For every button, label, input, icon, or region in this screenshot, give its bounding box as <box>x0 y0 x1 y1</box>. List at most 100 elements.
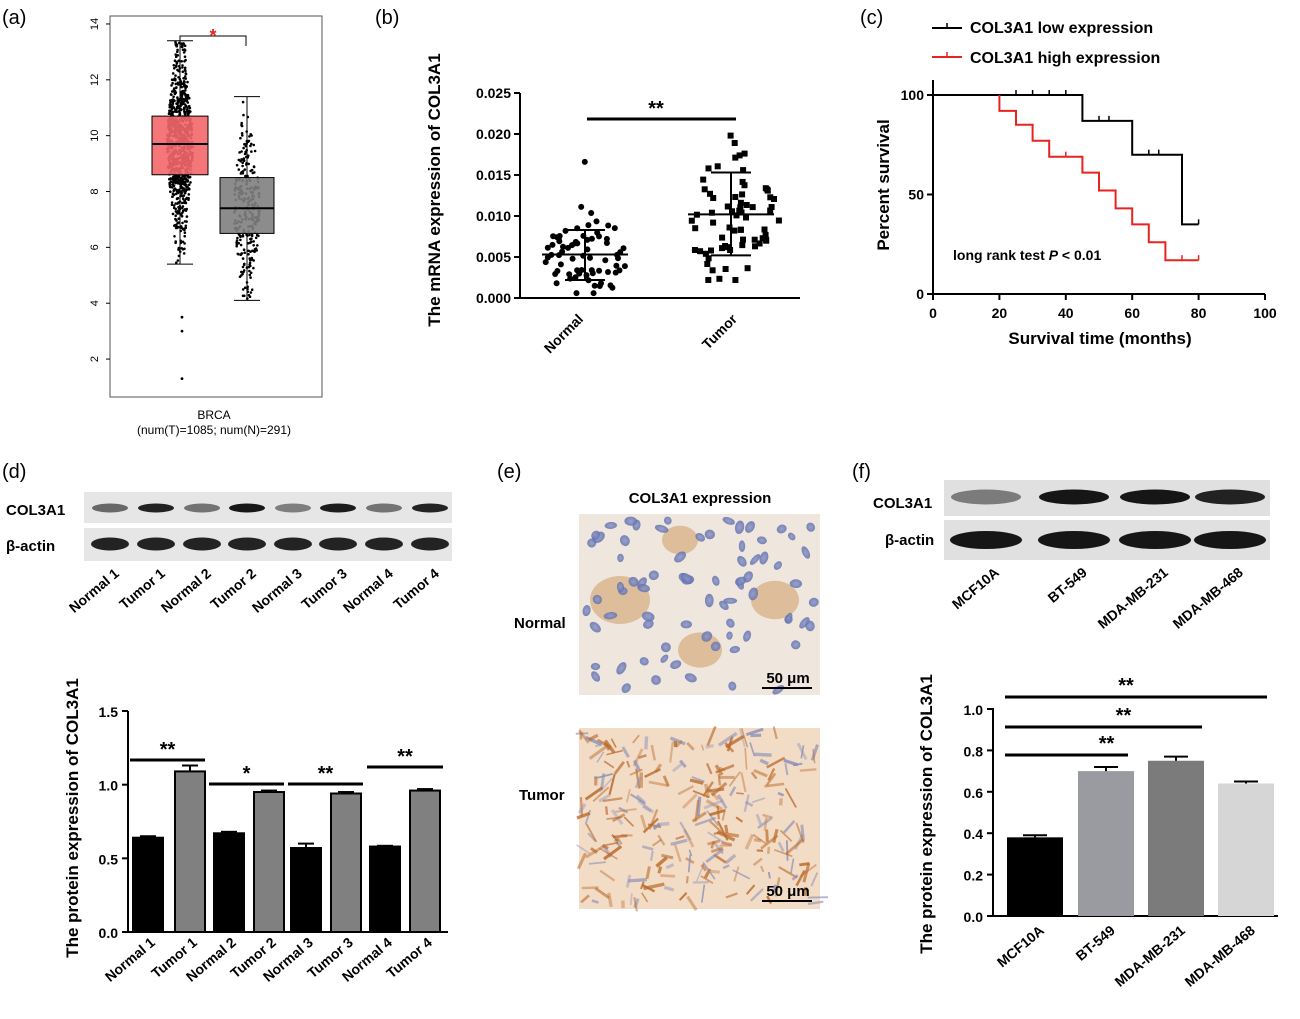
panel-e-normal-nucleus <box>628 576 639 587</box>
panel-a-point <box>180 82 184 85</box>
panel-a-point <box>242 248 246 251</box>
panel-a-point <box>242 113 245 117</box>
panel-d-band-col3a1 <box>229 503 265 513</box>
panel-b-point-tumor <box>697 248 704 255</box>
panel-d-sig-star: ** <box>397 746 413 768</box>
panel-b-point-tumor <box>741 182 748 189</box>
panel-e-normal-nucleus <box>680 572 693 585</box>
panel-e-tumor-fiber <box>577 802 587 815</box>
panel-e-tumor-fiber <box>611 834 620 843</box>
panel-e-tumor-fiber <box>765 829 769 843</box>
panel-a-point <box>249 240 253 244</box>
panel-a-point <box>175 102 179 106</box>
panel-a-point <box>184 224 188 228</box>
panel-f-ytick-label: 0.0 <box>964 909 984 925</box>
panel-a-point <box>170 201 174 204</box>
panel-c-xtick-label: 20 <box>992 305 1008 321</box>
panel-b-point-tumor <box>752 243 758 250</box>
panel-a-point <box>241 100 245 104</box>
panel-a-point <box>235 163 239 167</box>
panel-a-point <box>171 177 174 181</box>
panel-a-outlier <box>180 315 184 319</box>
panel-d-lane-label: Tumor 4 <box>390 565 442 612</box>
panel-b-y-ticks: 0.000 0.005 0.010 0.015 0.020 0.025 <box>476 85 520 306</box>
panel-a-point <box>249 291 253 294</box>
panel-a-point <box>240 121 243 125</box>
panel-b-point-tumor <box>740 236 746 243</box>
panel-a-point <box>248 273 252 277</box>
panel-e-tumor-fiber <box>679 759 687 769</box>
panel-d-bars <box>132 764 441 934</box>
panel-e-normal-stain <box>590 576 650 624</box>
panel-e-normal-nucleus <box>621 683 631 693</box>
panel-e-tumor-fiber <box>576 852 587 870</box>
panel-a-point <box>183 242 186 245</box>
panel-a-point <box>244 144 248 148</box>
panel-a-point <box>250 150 253 153</box>
panel-a-point <box>168 103 171 107</box>
panel-a-point <box>176 210 180 213</box>
panel-a-point <box>183 103 187 106</box>
panel-e-tumor-fiber <box>705 848 724 864</box>
panel-e-tumor-fiber <box>608 774 616 795</box>
panel-b-point-tumor <box>775 217 782 224</box>
panel-e-tumor-fiber <box>709 820 725 836</box>
panel-f-sig-star: ** <box>1118 675 1134 697</box>
panel-e-tumor-fiber <box>749 888 764 902</box>
panel-d-ytick-label: 1.0 <box>99 778 119 794</box>
panel-e-normal-nucleus <box>684 673 697 683</box>
panel-e-tumor-fiber <box>633 759 641 772</box>
panel-e-tumor-fiber <box>799 768 817 772</box>
panel-e-tumor-fiber <box>687 854 692 873</box>
panel-a-point <box>186 106 189 110</box>
panel-e-tumor-fiber <box>627 877 647 883</box>
panel-b-point-tumor <box>707 190 713 197</box>
panel-b-ytick-label: 0.025 <box>476 85 511 101</box>
panel-f-ylabel: The protein expression of COL3A1 <box>917 674 936 954</box>
panel-a-point <box>180 178 183 182</box>
panel-e-normal-nucleus <box>670 660 682 669</box>
panel-a-point <box>177 217 180 220</box>
panel-a-point <box>242 159 246 162</box>
panel-b-point-tumor <box>705 255 712 262</box>
panel-a-point <box>241 161 244 164</box>
panel-e-tumor-fiber <box>791 874 799 881</box>
panel-f-sig-star: ** <box>1099 733 1115 755</box>
panel-b-point-tumor <box>732 277 739 283</box>
panel-e-tumor-fiber <box>606 749 623 756</box>
panel-b-point-normal <box>611 225 618 232</box>
panel-e-tumor-fiber <box>604 806 609 815</box>
panel-d-band-col3a1 <box>366 503 402 513</box>
panel-c-xtick-label: 80 <box>1191 305 1207 321</box>
panel-e-tumor-fiber <box>713 853 727 864</box>
panel-f-xtick-label: BT-549 <box>1072 922 1118 964</box>
panel-f-bar <box>1078 771 1134 916</box>
panel-b-point-tumor <box>739 191 746 198</box>
panel-a-point <box>183 199 186 203</box>
panel-e-tumor-fiber <box>621 900 625 909</box>
panel-e-tumor-fiber <box>626 760 631 768</box>
panel-e-tumor-fiber <box>635 794 646 804</box>
panel-e-tumor-fiber <box>777 791 785 797</box>
panel-e-tumor-fiber <box>759 758 769 766</box>
panel-e-tumor-fiber <box>594 773 614 780</box>
panel-f-xtick-label: MDA-MB-468 <box>1182 922 1259 990</box>
panel-e-tumor-fiber <box>674 739 683 748</box>
panel-a-point <box>182 85 186 88</box>
panel-e-tumor-fiber <box>704 783 710 799</box>
panel-e-tumor-fiber <box>774 849 793 858</box>
panel-e-tumor-fiber <box>662 775 670 787</box>
panel-e-tumor-fiber <box>784 787 797 808</box>
panel-a-ytick-label: 10 <box>89 130 101 142</box>
panel-e-normal-nucleus <box>723 597 738 604</box>
panel-e-normal-nucleus <box>791 640 801 650</box>
panel-a-point <box>171 212 175 216</box>
panel-b-point-normal <box>587 254 593 261</box>
panel-b-point-tumor <box>710 195 717 201</box>
panel-a-point <box>242 263 246 267</box>
panel-e-tumor-fiber <box>663 885 675 892</box>
panel-d-band-actin <box>228 537 266 551</box>
panel-e-tumor-fiber <box>692 881 709 884</box>
panel-b-point-tumor <box>716 275 723 282</box>
